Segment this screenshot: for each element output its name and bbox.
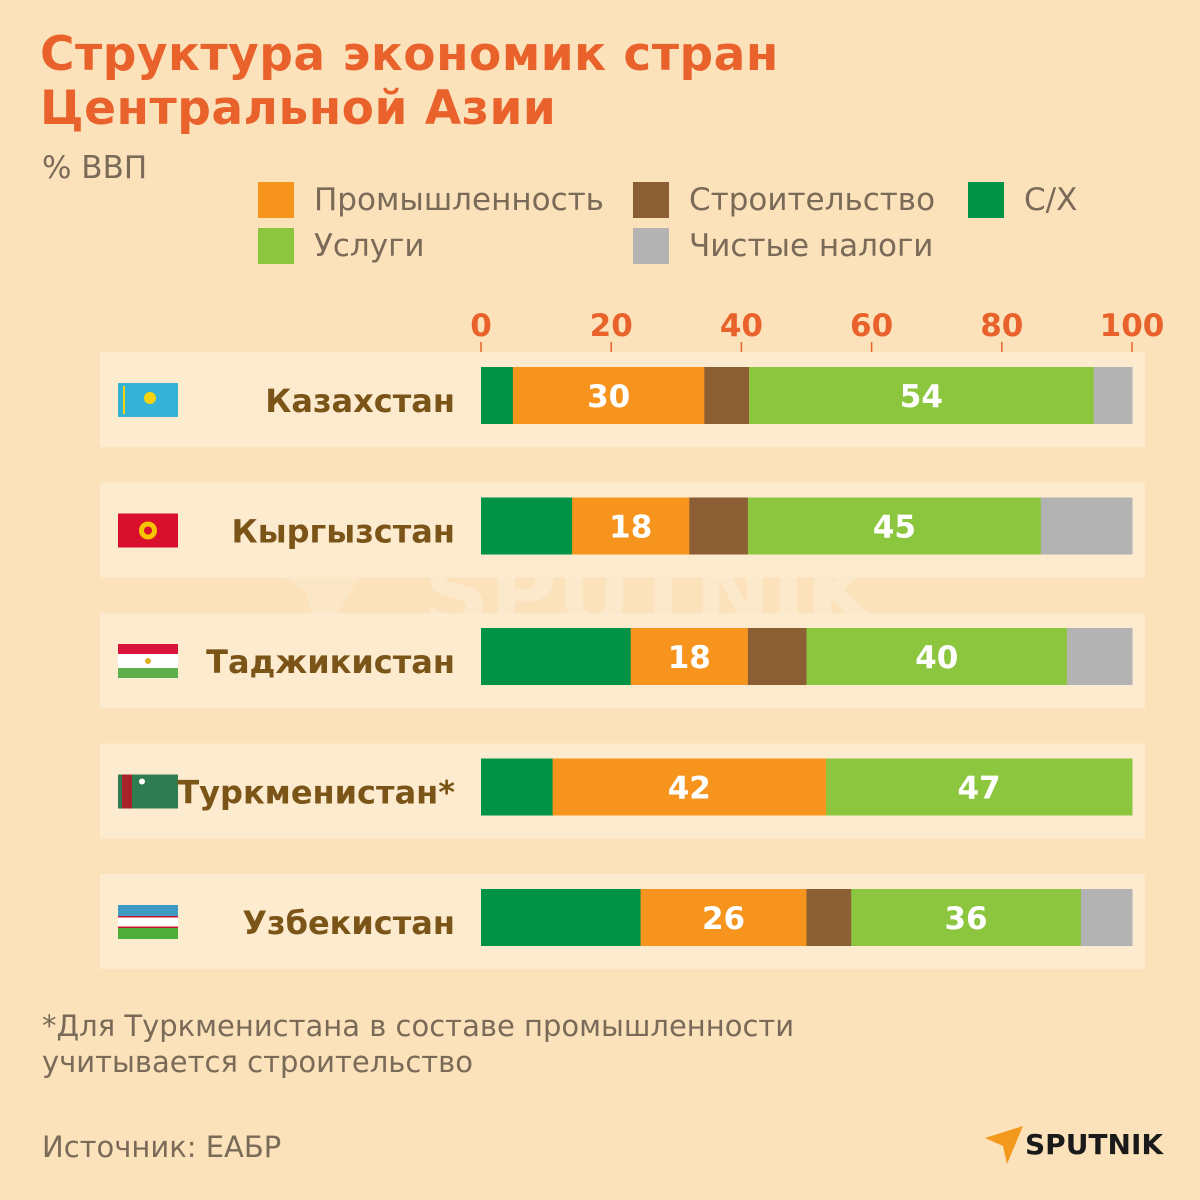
- legend-item-taxes: Чистые налоги: [633, 228, 933, 264]
- bar-segment-services: [826, 758, 1133, 816]
- legend-swatch: [258, 228, 294, 264]
- legend-item-construction: Строительство: [633, 182, 935, 218]
- x-tick-label: 0: [470, 308, 492, 344]
- bar-segment-construction: [806, 889, 852, 946]
- unit-label: % ВВП: [42, 150, 148, 186]
- data-label: 40: [915, 640, 958, 676]
- bar-segment-taxes: [1066, 628, 1133, 685]
- data-label: 36: [944, 901, 987, 937]
- legend-label: Услуги: [314, 228, 425, 264]
- title-line-2: Центральной Азии: [40, 81, 557, 136]
- bar-segment-taxes: [1080, 889, 1133, 946]
- legend-swatch: [258, 182, 294, 218]
- flag-carpet: [122, 774, 132, 809]
- country-label: Кыргызстан: [232, 513, 455, 551]
- x-tick-label: 60: [850, 308, 893, 344]
- country-row: Казахстан 30 54: [100, 352, 1145, 447]
- bar-segment-construction: [747, 628, 807, 685]
- country-label: Туркменистан*: [177, 774, 455, 812]
- bar-segment-taxes: [1093, 367, 1133, 424]
- kyrgyzstan-flag-icon: [118, 513, 178, 548]
- data-label: 45: [873, 510, 916, 546]
- bar-segment-construction: [704, 367, 750, 424]
- footnote-line-1: *Для Туркменистана в составе промышленно…: [42, 1009, 795, 1043]
- legend-label: Строительство: [689, 182, 936, 218]
- legend-item-agriculture: С/Х: [968, 182, 1077, 218]
- country-row: Узбекистан 26 36: [100, 874, 1145, 969]
- bar-segment-agriculture: [481, 889, 642, 946]
- bar-segment-industry: [630, 628, 749, 685]
- legend-label: Чистые налоги: [689, 228, 934, 264]
- flag-ornament: [123, 386, 125, 414]
- source: Источник: ЕАБР: [42, 1130, 282, 1164]
- flag-tunduk: [144, 526, 152, 535]
- bar-segment-agriculture: [481, 497, 573, 555]
- country-row: Таджикистан 18 40: [100, 613, 1145, 708]
- x-tick-label: 20: [590, 308, 633, 344]
- country-row: Туркменистан* 42 47: [100, 743, 1145, 839]
- flag-stripe: [118, 926, 178, 928]
- bar-segment-industry: [572, 497, 690, 555]
- data-label: 18: [668, 640, 711, 676]
- uzbekistan-flag-icon: [118, 905, 178, 939]
- kazakhstan-flag-icon: [118, 383, 178, 417]
- bar-segment-agriculture: [481, 628, 632, 685]
- footnote-line-2: учитывается строительство: [42, 1045, 474, 1079]
- legend-swatch: [633, 182, 669, 218]
- flag-stripe: [118, 917, 178, 927]
- country-row: Кыргызстан 18 45: [100, 482, 1145, 578]
- bar-segment-taxes: [1040, 497, 1133, 555]
- bar-segment-agriculture: [481, 367, 514, 424]
- x-tick-label: 100: [1100, 308, 1165, 344]
- flag-stripe: [118, 916, 178, 918]
- x-tick-label: 40: [720, 308, 763, 344]
- logo-text: SPUTNIK: [1025, 1127, 1164, 1161]
- bar-segment-services: [851, 889, 1082, 946]
- bar-segment-construction: [689, 497, 749, 555]
- data-label: 42: [668, 771, 711, 807]
- flag-sun: [144, 392, 156, 404]
- legend-label: С/Х: [1024, 182, 1078, 218]
- legend-item-industry: Промышленность: [258, 182, 604, 218]
- bar-segment-services: [749, 367, 1095, 424]
- country-label: Узбекистан: [242, 904, 455, 942]
- legend-label: Промышленность: [314, 182, 604, 218]
- flag-stripe: [118, 905, 178, 916]
- sputnik-logo: SPUTNIK: [985, 1124, 1163, 1164]
- bar-segment-services: [806, 628, 1068, 685]
- flag-stripe: [118, 644, 178, 654]
- tajikistan-flag-icon: [118, 644, 178, 678]
- data-label: 26: [702, 901, 745, 937]
- bar-segment-industry: [552, 758, 827, 816]
- turkmenistan-flag-icon: [118, 774, 178, 809]
- data-label: 30: [587, 379, 630, 415]
- bar-segment-industry: [512, 367, 705, 424]
- flag-crescent: [139, 778, 145, 785]
- legend-swatch: [968, 182, 1004, 218]
- chart-title: Структура экономик стран Центральной Ази…: [40, 28, 779, 136]
- data-label: 54: [900, 379, 943, 415]
- flag-crown: [145, 658, 151, 664]
- data-label: 18: [609, 510, 652, 546]
- sputnik-logo-icon: [985, 1126, 1023, 1164]
- x-tick-label: 80: [980, 308, 1023, 344]
- footnote: *Для Туркменистана в составе промышленно…: [42, 1008, 794, 1080]
- bar-segment-agriculture: [481, 758, 554, 816]
- title-line-1: Структура экономик стран: [40, 27, 779, 82]
- bar-segment-industry: [640, 889, 807, 946]
- legend-item-services: Услуги: [258, 228, 425, 264]
- country-label: Казахстан: [265, 382, 455, 420]
- flag-stripe: [118, 668, 178, 678]
- country-label: Таджикистан: [206, 643, 455, 681]
- bar-segment-services: [747, 497, 1042, 555]
- legend-swatch: [633, 228, 669, 264]
- data-label: 47: [957, 771, 1000, 807]
- flag-stripe: [118, 928, 178, 939]
